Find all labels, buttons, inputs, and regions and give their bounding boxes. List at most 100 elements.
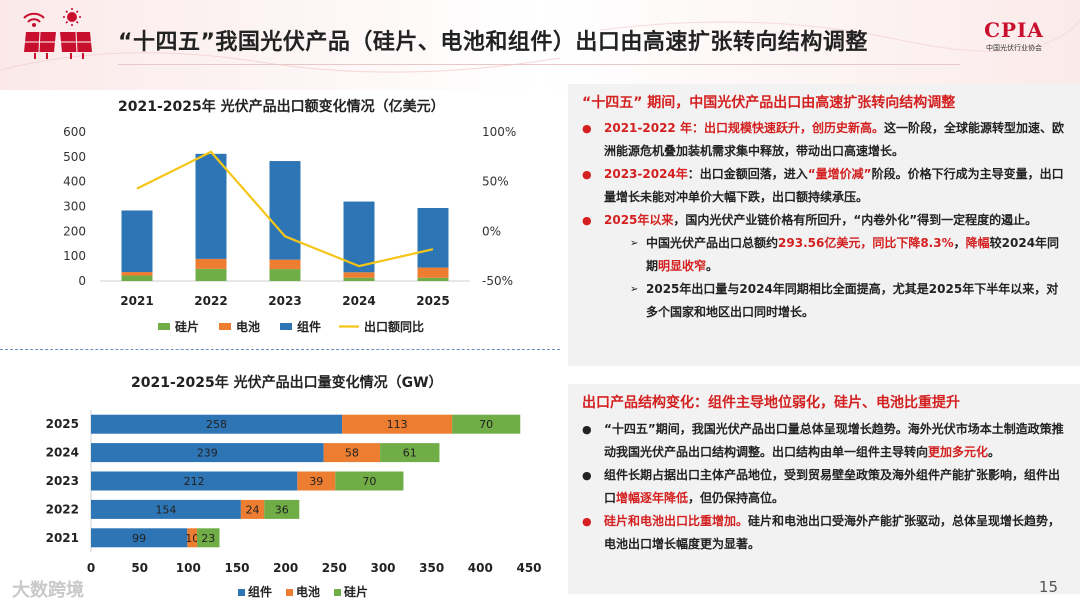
item-text: 阶段。价格下行成为主导变量，出口量增长未能对冲单价大幅下跌，出口额持续承压。 xyxy=(604,167,1064,204)
data-label: 61 xyxy=(403,447,417,460)
y-tick-label: 100 xyxy=(63,249,86,263)
item-text: ，国内光伏产业链价格有所回升，“内卷外化”得到一定程度的遏止。 xyxy=(673,213,1038,227)
bar-组件 xyxy=(269,161,301,260)
bar-电池 xyxy=(323,443,381,463)
y-tick-label: 600 xyxy=(63,125,86,139)
cpia-logo-text: CPIA xyxy=(984,18,1044,42)
overview-item-1: ● 2021-2022 年：出口规模快速跃升，创历史新高。这一阶段，全球能源转型加… xyxy=(582,117,1070,163)
x-tick-label: 300 xyxy=(370,561,395,575)
item-text: 这一阶段，全球能源转型加速、欧洲能源危机叠加装机需求集中释放，带动出口高速增长。 xyxy=(604,121,1064,158)
y2-tick-label: 100% xyxy=(482,125,516,139)
y-tick-label: 0 xyxy=(78,274,86,288)
bar-组件 xyxy=(91,471,298,491)
bar-硅片 xyxy=(264,499,300,519)
data-label: 39 xyxy=(309,475,323,488)
y-tick-label: 2025 xyxy=(46,417,79,431)
bar-电池 xyxy=(121,272,153,276)
y-tick-label: 200 xyxy=(63,224,86,238)
bar-硅片 xyxy=(452,414,521,434)
bullet-icon: ● xyxy=(582,168,592,181)
legend-label: 组件 xyxy=(297,319,321,334)
legend-label: 电池 xyxy=(236,319,260,334)
y-tick-label: 300 xyxy=(63,200,86,214)
x-tick-label: 200 xyxy=(273,561,298,575)
bar-组件 xyxy=(91,528,188,548)
x-tick-label: 2025 xyxy=(416,294,449,308)
data-label: 258 xyxy=(206,418,227,431)
legend-swatch xyxy=(219,323,231,330)
y-tick-label: 2021 xyxy=(46,531,79,545)
data-label: 10 xyxy=(185,532,199,545)
data-label: 24 xyxy=(246,503,260,516)
export-value-chart: 0 100 200 300 400 500 600 -50% 0% 50% 100% 2021 2022… xyxy=(63,125,516,334)
y-tick-label: 2024 xyxy=(46,446,79,460)
watermark: 大数跨境 xyxy=(12,580,84,601)
bar-电池 xyxy=(343,272,375,278)
x-tick-label: 400 xyxy=(468,561,493,575)
page-number: 15 xyxy=(1038,578,1058,596)
data-label: 212 xyxy=(184,475,205,488)
data-label: 58 xyxy=(345,447,359,460)
header-decoration xyxy=(0,0,1080,90)
header-divider xyxy=(118,64,960,65)
arrow-bullet-icon: ➢ xyxy=(630,284,639,295)
bar-硅片 xyxy=(197,528,220,548)
legend-label: 出口额同比 xyxy=(364,319,424,334)
bar-电池 xyxy=(240,499,265,519)
chart2-title: 2021-2025年 光伏产品出口量变化情况（GW） xyxy=(131,375,443,391)
bar-硅片 xyxy=(195,268,227,281)
data-label: 36 xyxy=(275,503,289,516)
y2-tick-label: -50% xyxy=(482,274,513,288)
legend-swatch xyxy=(158,323,170,330)
cpia-logo: CPIA 中国光伏行业协会 xyxy=(968,16,1060,68)
data-label: 70 xyxy=(362,475,376,488)
item-lead: 2023-2024年 xyxy=(604,167,688,181)
data-label: 99 xyxy=(132,532,146,545)
legend-swatch xyxy=(280,323,292,330)
x-tick-label: 2023 xyxy=(268,294,301,308)
bar-组件 xyxy=(91,499,241,519)
item-lead: 2025年以来 xyxy=(604,213,674,227)
structure-item-2: ● 组件长期占据出口主体产品地位，受到贸易壁垒政策及海外组件产能扩张影响，组件出口… xyxy=(582,464,1070,510)
x-tick-label: 0 xyxy=(87,561,95,575)
x-tick-label: 50 xyxy=(131,561,148,575)
cpia-org-name: 中国光伏行业协会 xyxy=(986,44,1042,52)
data-label: 113 xyxy=(387,418,408,431)
x-tick-label: 450 xyxy=(516,561,541,575)
bar-组件 xyxy=(195,153,227,259)
data-label: 23 xyxy=(201,532,215,545)
bar-组件 xyxy=(91,443,324,463)
x-tick-label: 2024 xyxy=(342,294,375,308)
legend-label: 硅片 xyxy=(175,319,199,334)
bar-电池 xyxy=(269,259,301,270)
structure-item-1: ● “十四五”期间，我国光伏产品出口量总体呈现增长趋势。海外光伏市场本土制造政策推… xyxy=(582,418,1070,464)
legend-swatch xyxy=(334,589,341,596)
y2-tick-label: 0% xyxy=(482,224,501,238)
x-tick-label: 100 xyxy=(176,561,201,575)
data-label: 70 xyxy=(479,418,493,431)
bar-电池 xyxy=(187,528,198,548)
arrow-bullet-icon: ➢ xyxy=(630,238,639,249)
item-highlight: “量增价减” xyxy=(807,167,872,181)
bar-组件 xyxy=(343,201,375,273)
legend-swatch xyxy=(286,589,293,596)
solar-panel-icon xyxy=(23,8,92,59)
data-label: 154 xyxy=(155,503,176,516)
bar-电池 xyxy=(297,471,336,491)
bar-硅片 xyxy=(335,471,404,491)
bar-电池 xyxy=(417,267,449,278)
bullet-icon: ● xyxy=(582,469,592,482)
bar-电池 xyxy=(342,414,453,434)
bar-组件 xyxy=(417,207,449,268)
item-text: ：出口金额回落，进入 xyxy=(687,167,808,181)
overview-sub-1: ➢ 中国光伏产品出口总额约293.56亿美元，同比下降8.3%，降幅较2024年同… xyxy=(582,232,1070,278)
structure-item-3: ● 硅片和电池出口比重增加。硅片和电池出口受海外产能扩张驱动，总体呈现增长趋势，电… xyxy=(582,510,1070,556)
x-tick-label: 2021 xyxy=(120,294,153,308)
bullet-icon: ● xyxy=(582,214,592,227)
panel-overview: “十四五” 期间，中国光伏产品出口由高速扩张转向结构调整 ● 2021-2022 … xyxy=(568,84,1080,366)
x-tick-label: 150 xyxy=(224,561,249,575)
bullet-icon: ● xyxy=(582,122,592,135)
chart1-title: 2021-2025年 光伏产品出口额变化情况（亿美元） xyxy=(118,99,445,115)
legend-label: 硅片 xyxy=(344,584,368,599)
panel-structure: 出口产品结构变化：组件主导地位弱化，硅片、电池比重提升 ● “十四五”期间，我国光… xyxy=(568,384,1080,594)
